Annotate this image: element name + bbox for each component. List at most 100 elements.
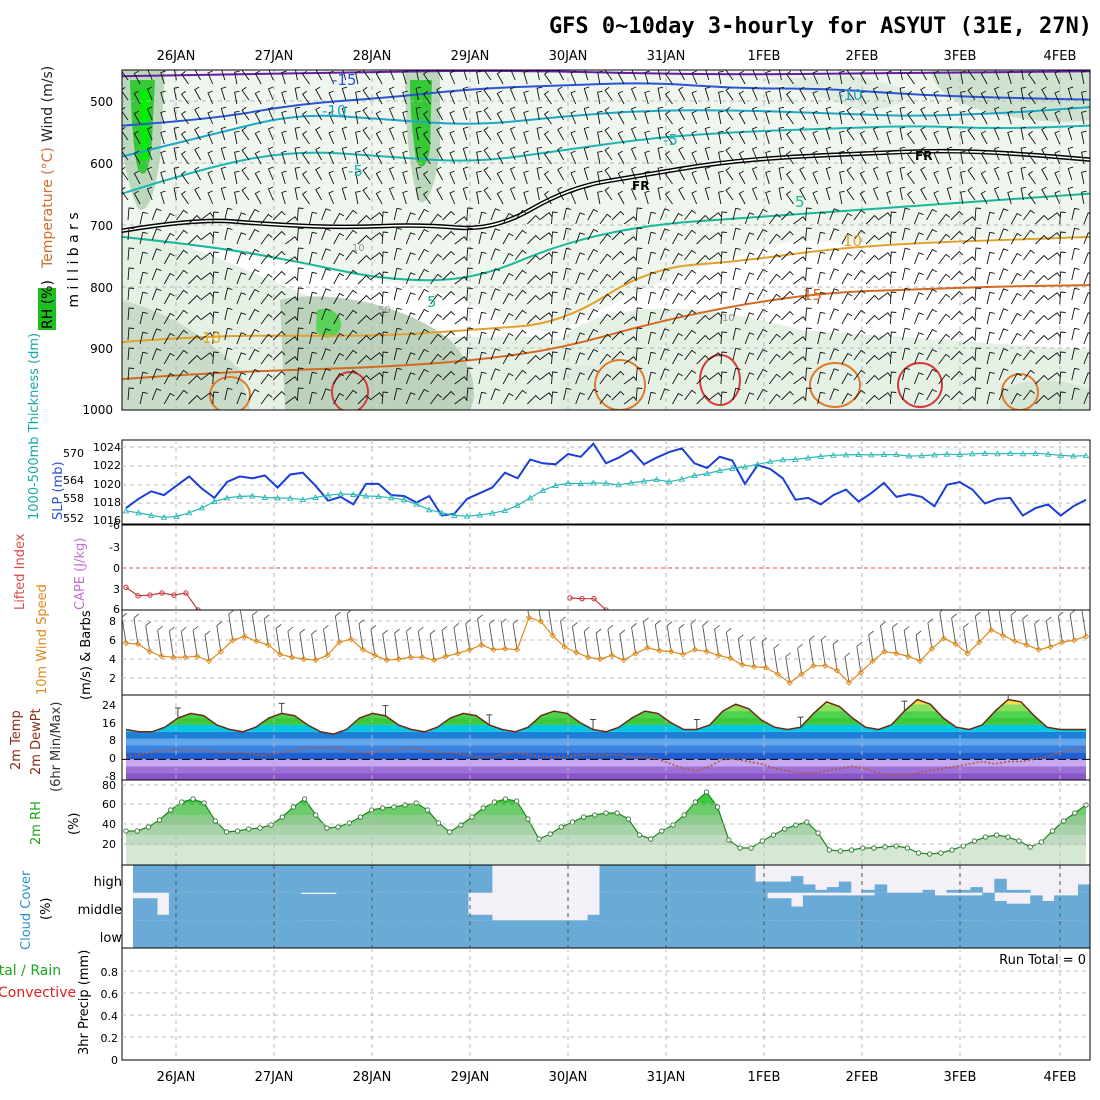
wind-barb <box>829 308 839 321</box>
wind-barb <box>212 331 219 345</box>
wind-barb <box>333 292 345 305</box>
rh-point <box>793 822 799 828</box>
wind10m-point <box>454 650 461 657</box>
wind-barb <box>704 166 711 181</box>
wind-barb <box>1067 126 1074 141</box>
wind-barb <box>388 86 395 101</box>
wind-barb <box>333 252 345 265</box>
wind-barb <box>539 332 553 341</box>
wind-barb <box>200 352 214 361</box>
wind-barb <box>570 150 577 165</box>
wind-barb <box>1059 251 1066 265</box>
wind-barb <box>1059 311 1066 325</box>
wind-barb <box>557 70 564 81</box>
wind-barb <box>301 110 310 125</box>
wind-barb <box>1083 232 1090 245</box>
temp-contour-3 <box>122 124 1090 195</box>
wind-barb <box>846 186 855 201</box>
top-date-28jan: 28JAN <box>353 49 392 64</box>
wind-barb <box>476 150 482 165</box>
wind10m-barb-flag <box>1034 619 1040 625</box>
wind-barb <box>200 232 214 241</box>
cloud-cell <box>228 865 242 893</box>
cloud-cell <box>767 881 780 893</box>
wind-barb <box>355 130 361 145</box>
lifted-index-line <box>125 586 199 610</box>
wind-barb <box>617 70 625 85</box>
wind-barb <box>212 311 219 325</box>
thickness-point <box>1070 452 1077 459</box>
wind10m-point <box>739 661 746 668</box>
wind-barb <box>886 90 892 105</box>
wind-barb <box>768 373 781 385</box>
wind10m-point <box>229 637 236 644</box>
wind-barb <box>865 274 879 285</box>
wind10m-point <box>798 671 805 678</box>
wind-barb <box>224 307 233 321</box>
thickness-point <box>438 509 446 516</box>
wind-barb <box>1007 110 1013 125</box>
thickness-point <box>476 511 483 518</box>
wind-barb <box>405 292 416 305</box>
wind-barb <box>744 212 755 225</box>
contour-label-5a: 5 <box>795 193 805 211</box>
temp-tick-8: 8 <box>109 734 116 747</box>
wind-barb <box>657 146 664 161</box>
wind-barb <box>570 70 577 85</box>
precip-ylabel-convective: Convective <box>0 985 76 1001</box>
wind-barb <box>563 207 572 221</box>
wind-barb <box>933 190 940 205</box>
wind-barb <box>933 110 940 125</box>
contour-label-fr-b: FR <box>632 179 649 193</box>
precip-tick-02: 0.2 <box>101 1032 119 1045</box>
wind-barb <box>720 351 727 365</box>
wind10m-point <box>561 643 568 650</box>
wind-barb <box>309 291 318 305</box>
cloud-cell <box>946 895 959 921</box>
wind-barb <box>173 70 177 81</box>
thickness-point <box>173 513 180 519</box>
wind-barb <box>139 211 148 225</box>
wind-barb <box>1071 327 1080 341</box>
wind-barb <box>1020 186 1027 201</box>
cloud-cell <box>934 895 947 921</box>
wind-barb <box>938 293 951 305</box>
wind-barb <box>393 247 402 261</box>
wind-barb <box>539 212 553 221</box>
wind-barb <box>853 289 866 301</box>
precip-tick-06: 0.6 <box>101 988 119 1001</box>
wind-barb <box>151 288 162 301</box>
wind-barb <box>502 372 514 385</box>
wind10m-barb <box>974 616 980 643</box>
wind10m-barb-flag <box>1010 610 1017 616</box>
wind-barb <box>509 166 516 181</box>
wind-barb <box>442 390 455 401</box>
rh-point <box>290 804 296 810</box>
wind-barb <box>950 270 964 281</box>
wind-barb <box>200 312 214 321</box>
wind-barb <box>357 234 371 245</box>
wind-barb <box>127 387 135 401</box>
precip-ylabel-right: 3hr Precip (mm) <box>77 950 92 1055</box>
wind-barb <box>1010 212 1022 225</box>
wind-barb <box>950 250 964 261</box>
wind10m-barb-flag <box>619 629 626 635</box>
wind10m-point <box>478 641 485 649</box>
wind-barb <box>345 269 358 281</box>
wind-barb <box>829 268 839 281</box>
wind10m-barb-flag <box>275 624 282 629</box>
cloud-cell <box>456 865 469 893</box>
bottom-date-labels: 26JAN 27JAN 28JAN 29JAN 30JAN 31JAN 1FEB… <box>157 1070 1077 1085</box>
wind10m-point <box>715 652 722 659</box>
wind-barb <box>207 190 214 205</box>
wind-barb <box>926 208 938 221</box>
wind-barb <box>478 311 487 325</box>
wind-barb <box>176 289 188 301</box>
cloud-cell <box>168 865 182 893</box>
rh-point <box>424 807 430 813</box>
wind-barb <box>341 146 348 161</box>
cloud-cell <box>587 914 601 921</box>
wind-barb <box>496 150 504 165</box>
wind10m-barb <box>370 629 376 656</box>
cloud-cell <box>755 881 768 893</box>
